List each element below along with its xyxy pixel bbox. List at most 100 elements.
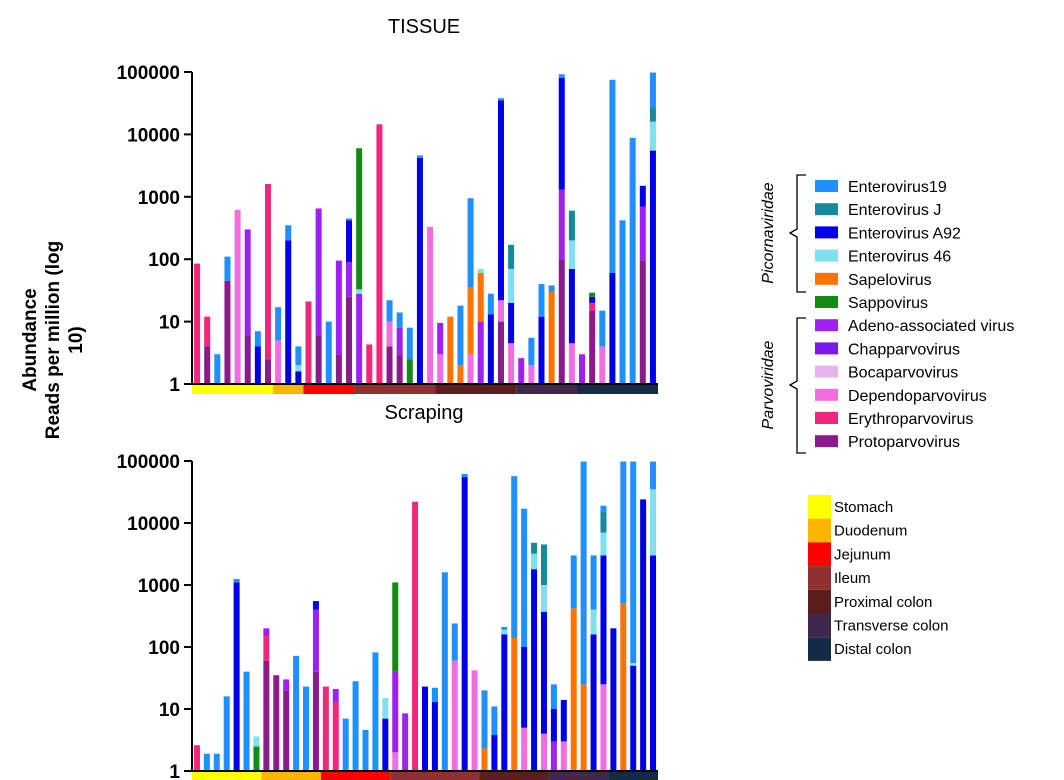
bar-segment-enterovirus-46: [590, 609, 597, 635]
legend-swatch-bocaparvovirus: [815, 365, 838, 378]
legend-swatch-enterovirus-a92: [815, 226, 838, 239]
legend-swatch-stomach: [808, 495, 831, 519]
bar-segment-enterovirus19: [275, 307, 282, 341]
legend-swatch-sappovirus: [815, 296, 838, 308]
bar-segment-enterovirus19: [619, 220, 626, 384]
y-tick-label: 100000: [117, 63, 180, 84]
bar-segment-dependoparvovirus: [427, 226, 434, 384]
bar-segment-enterovirus19: [580, 461, 587, 685]
bar-segment-adeno-associated-virus: [346, 262, 353, 297]
bar-segment-adeno-associated-virus: [335, 260, 342, 355]
bar-segment-enterovirus-46: [501, 629, 508, 635]
bar-segment-protoparvovirus: [396, 354, 403, 384]
family-label-picornaviridae: Picornaviridae: [760, 182, 777, 283]
bar-segment-dependoparvovirus: [386, 321, 393, 347]
bar-segment-sappovirus: [406, 359, 413, 384]
bar-segment-protoparvovirus: [244, 335, 251, 384]
legend-swatch-enterovirus-j: [815, 203, 838, 216]
bar-segment-enterovirus-j: [600, 512, 607, 533]
bar-segment-enterovirus19: [461, 473, 468, 478]
y-axis-title-line1: Abundance: [20, 288, 41, 391]
bar-segment-dependoparvovirus: [560, 741, 567, 771]
bar-segment-enterovirus19: [491, 706, 498, 736]
bar-segment-enterovirus19: [431, 687, 438, 702]
bar-segment-enterovirus19: [386, 300, 393, 322]
panel-title-scraping: Scraping: [385, 402, 464, 424]
bar-segment-enterovirus-a92: [382, 718, 389, 771]
bar-segment-erythroparvovirus: [263, 636, 270, 661]
bar-segment-sappovirus: [253, 746, 260, 771]
bar-segment-enterovirus-a92: [540, 611, 547, 734]
legend-label-erythroparvovirus: Erythroparvovirus: [848, 411, 973, 428]
bar-segment-enterovirus-a92: [589, 296, 596, 303]
y-tick-label: 1000: [138, 188, 180, 209]
bar-segment-enterovirus-a92: [508, 302, 515, 344]
bar-segment-enterovirus19: [481, 690, 488, 749]
bar-segment-dependoparvovirus: [599, 346, 606, 384]
bar-segment-enterovirus-a92: [650, 555, 657, 771]
bar-segment-enterovirus19: [630, 461, 637, 664]
legend-label-sappovirus: Sappovirus: [848, 295, 928, 312]
bar-segment-sappovirus: [392, 582, 399, 672]
bar-segment-enterovirus-46: [253, 736, 260, 747]
bar-segment-sappovirus: [589, 292, 596, 297]
bar-segment-enterovirus-a92: [461, 477, 468, 771]
bar-segment-sappovirus: [356, 148, 363, 290]
segment-strip-jejunum: [320, 771, 391, 780]
bar-segment-adeno-associated-virus: [550, 741, 557, 771]
segment-strip-transverse-colon: [548, 771, 609, 780]
segment-strip-stomach: [192, 384, 274, 394]
bar-segment-enterovirus19: [406, 327, 413, 360]
segment-strip-proximal-colon: [479, 771, 549, 780]
bar-segment-erythroparvovirus: [589, 302, 596, 311]
bar-segment-enterovirus19: [223, 696, 230, 771]
bar-segment-enterovirus19: [451, 623, 458, 661]
legend-label-stomach: Stomach: [834, 499, 893, 516]
bar-segment-enterovirus19: [599, 310, 606, 347]
bar-segment-dependoparvovirus: [568, 343, 575, 384]
y-tick-label: 10: [159, 700, 180, 721]
bar-segment-enterovirus19: [649, 72, 656, 109]
bar-segment-erythroparvovirus: [322, 686, 329, 771]
bar-segment-dependoparvovirus: [392, 752, 399, 771]
bar-segment-dependoparvovirus: [437, 354, 444, 384]
bar-segment-enterovirus19: [521, 508, 528, 647]
bar-segment-sapelovirus: [548, 291, 555, 384]
bar-segment-sapelovirus: [467, 287, 474, 355]
legend-label-adeno-associated-virus: Adeno-associated virus: [848, 318, 1014, 335]
bar-segment-enterovirus19: [233, 578, 240, 583]
y-tick-label: 1: [169, 375, 180, 396]
bar-segment-enterovirus-46: [630, 663, 637, 666]
bar-segment-adeno-associated-virus: [639, 206, 646, 261]
bar-segment-enterovirus19: [214, 354, 221, 384]
bar-segment-enterovirus-a92: [610, 628, 617, 771]
bar-segment-enterovirus19: [293, 655, 300, 771]
bar-segment-enterovirus-46: [382, 698, 389, 719]
bar-segment-enterovirus19: [224, 256, 231, 281]
bar-segment-erythroparvovirus: [412, 501, 419, 771]
segment-strip-duodenum: [261, 771, 321, 780]
bar-segment-dependoparvovirus: [540, 733, 547, 771]
legend-swatch-protoparvovirus: [815, 435, 838, 448]
bar-segment-enterovirus-j: [540, 544, 547, 585]
legend-label-protoparvovirus: Protoparvovirus: [848, 434, 960, 451]
bar-segment-enterovirus19: [243, 671, 250, 771]
bar-segment-erythroparvovirus: [366, 344, 373, 384]
legend-swatch-ileum: [808, 566, 831, 590]
legend-label-transverse-colon: Transverse colon: [834, 618, 949, 635]
legend-segments: Stomach Duodenum Jejunum Ileum Proximal colo…: [808, 495, 949, 661]
bar-segment-enterovirus19: [487, 293, 494, 315]
bar-segment-protoparvovirus: [273, 675, 280, 771]
bar-segment-enterovirus-a92: [422, 686, 428, 771]
legend-label-enterovirus-46: Enterovirus 46: [848, 249, 951, 266]
bar-segment-protoparvovirus: [264, 359, 271, 384]
legend-swatch-erythroparvovirus: [815, 412, 838, 424]
bar-segment-enterovirus19: [203, 753, 210, 771]
family-label-parvoviridae: Parvoviridae: [760, 340, 777, 429]
legend-swatch-distal-colon: [808, 637, 831, 661]
legend-label-sapelovirus: Sapelovirus: [848, 272, 932, 289]
bar-segment-dependoparvovirus: [275, 340, 282, 384]
bar-segment-enterovirus-a92: [538, 316, 545, 384]
segment-strip-duodenum: [273, 384, 304, 394]
bar-segment-enterovirus-46: [649, 121, 656, 151]
